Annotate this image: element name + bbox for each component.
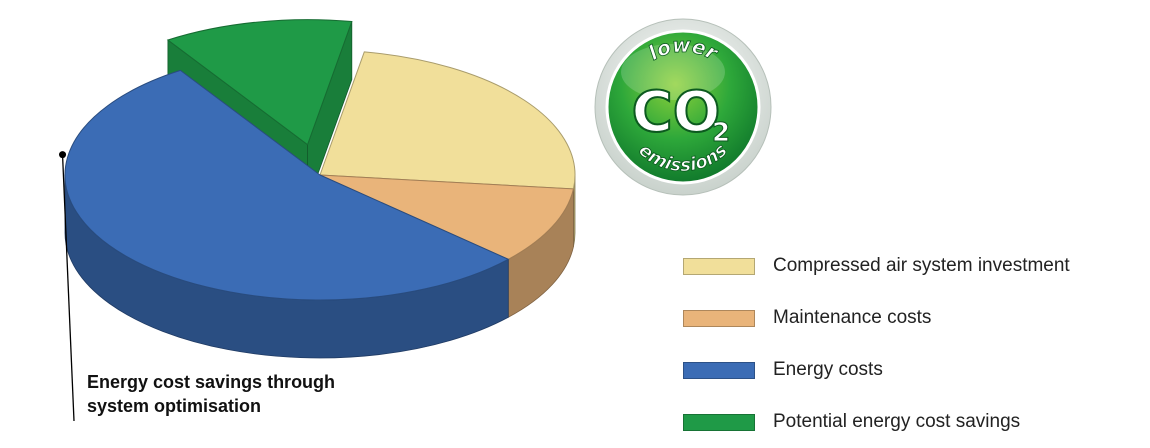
legend-label: Energy costs (773, 359, 883, 380)
legend-item: Maintenance costs (683, 292, 1070, 344)
callout-annotation: Energy cost savings through system optim… (87, 370, 417, 418)
badge-subscript: 2 (712, 118, 730, 148)
lower-co2-emissions-badge: lower CO 2 emissions (593, 17, 773, 197)
pie-chart (59, 19, 576, 421)
legend-swatch (683, 361, 755, 379)
legend-label: Potential energy cost savings (773, 411, 1021, 432)
callout-line-2: system optimisation (87, 396, 262, 416)
legend-swatch (683, 413, 755, 431)
pie-slice (319, 51, 576, 190)
badge-top-text: lower (644, 32, 723, 65)
callout-leader-line (61, 154, 75, 421)
legend-swatch (683, 309, 755, 327)
legend: Compressed air system investment Mainten… (683, 240, 1070, 448)
pie-slice (64, 69, 510, 301)
legend-label: Maintenance costs (773, 307, 932, 328)
svg-text:lower: lower (644, 33, 722, 66)
callout-dot (59, 151, 67, 159)
callout-line-1: Energy cost savings through (87, 372, 336, 392)
legend-item: Potential energy cost savings (683, 396, 1070, 448)
legend-swatch (683, 257, 755, 275)
legend-item: Energy costs (683, 344, 1070, 396)
legend-item: Compressed air system investment (683, 240, 1070, 292)
pie-slice (166, 19, 353, 146)
pie-slice (319, 174, 575, 260)
legend-label: Compressed air system investment (773, 255, 1070, 276)
badge-co-text: CO (632, 80, 721, 145)
